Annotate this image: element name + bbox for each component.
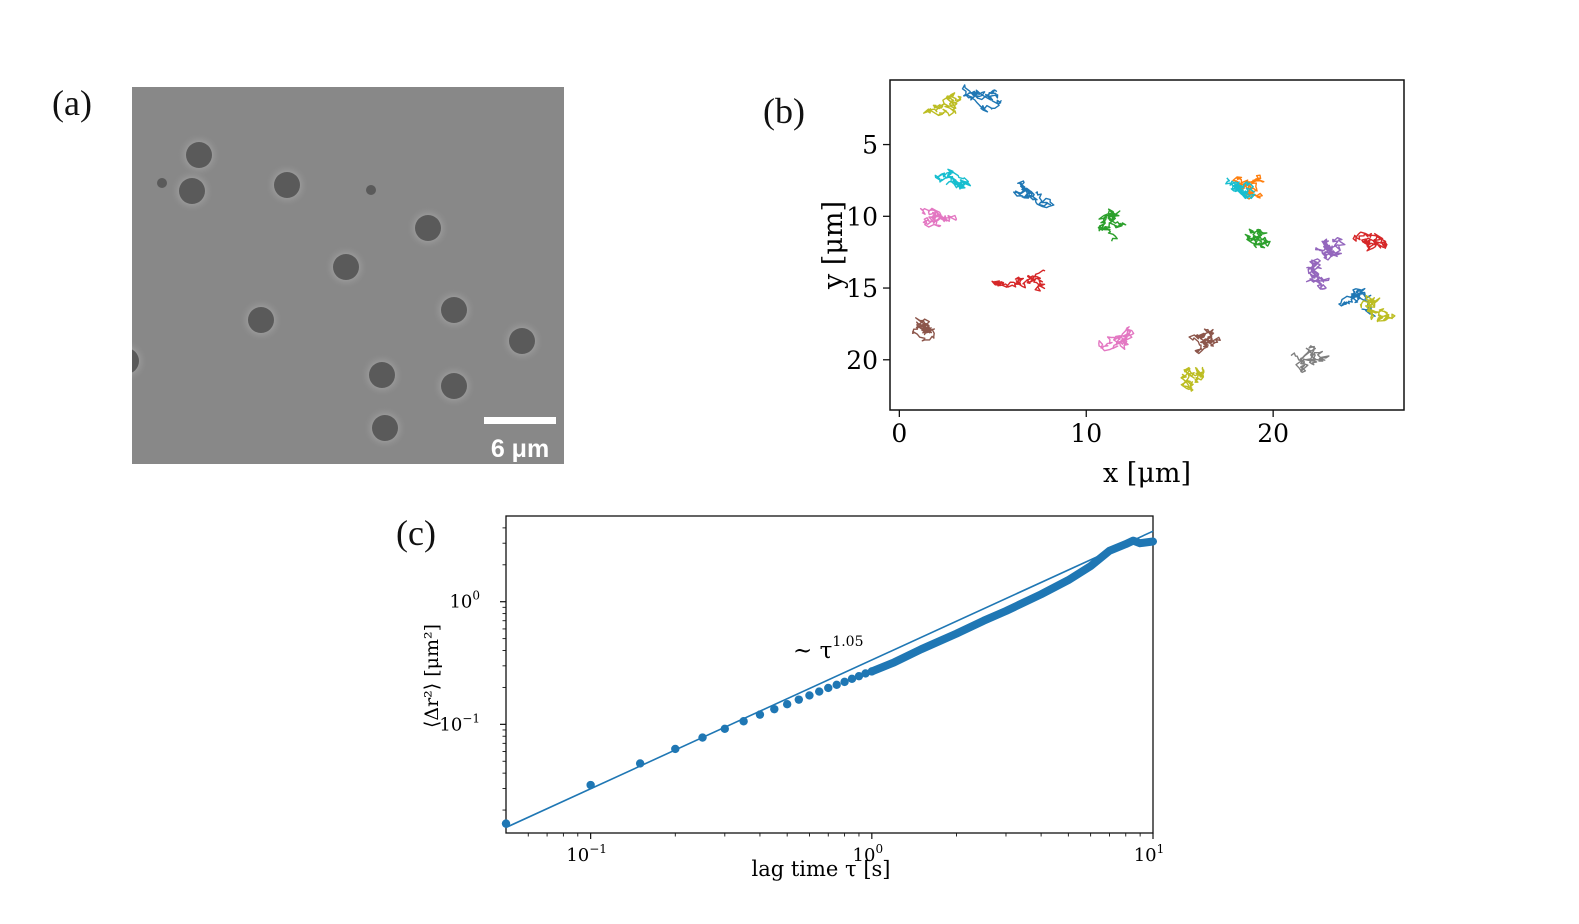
y-tick-label: 5 bbox=[862, 131, 878, 160]
particle-layer bbox=[132, 133, 544, 450]
particle-small bbox=[366, 185, 376, 195]
trajectory-track bbox=[1098, 326, 1135, 352]
msd-data-point bbox=[671, 744, 680, 754]
msd-data-point bbox=[770, 704, 779, 714]
power-law-fit-line bbox=[505, 530, 1154, 829]
msd-data-point bbox=[805, 691, 814, 700]
particle bbox=[274, 172, 300, 198]
msd-data-point bbox=[782, 699, 792, 709]
x-axis-label: lag time τ [s] bbox=[752, 857, 891, 881]
track-layer bbox=[911, 84, 1396, 392]
msd-data-point bbox=[815, 687, 824, 696]
msd-data-point bbox=[720, 724, 729, 733]
x-tick-label: 101 bbox=[1134, 842, 1165, 866]
particle bbox=[415, 215, 441, 241]
trajectory-track bbox=[919, 207, 958, 228]
fit-annotation: ~ τ1.05 bbox=[793, 634, 863, 664]
msd-data-point bbox=[832, 680, 841, 690]
y-tick-label: 10−1 bbox=[439, 711, 480, 735]
particle bbox=[333, 254, 359, 280]
msd-data-point bbox=[824, 683, 833, 693]
particle bbox=[179, 178, 205, 204]
y-tick-label: 15 bbox=[846, 274, 878, 303]
plot-frame bbox=[505, 515, 1154, 834]
axes-layer: 0 10 20 5 10 15 20 bbox=[846, 131, 1289, 448]
trajectory-track bbox=[1315, 237, 1346, 261]
trajectory-track bbox=[1225, 177, 1256, 200]
trajectory-track bbox=[1097, 208, 1127, 242]
msd-data-point bbox=[847, 674, 857, 684]
y-axis-label: ⟨Δr²⟩ [μm²] bbox=[421, 624, 443, 728]
x-tick-label: 0 bbox=[891, 419, 907, 448]
trajectory-track bbox=[961, 84, 1002, 113]
particle bbox=[441, 297, 467, 323]
x-tick-label: 10−1 bbox=[566, 842, 607, 866]
trajectory-track bbox=[1352, 231, 1388, 252]
particle bbox=[369, 362, 395, 388]
y-tick-label: 20 bbox=[846, 346, 878, 375]
particle bbox=[132, 349, 139, 373]
msd-data-point bbox=[698, 733, 707, 742]
trajectory-track bbox=[991, 269, 1046, 292]
particle bbox=[372, 415, 398, 441]
panel-label-c: (c) bbox=[396, 513, 436, 553]
y-tick-label: 100 bbox=[449, 589, 480, 613]
scale-bar bbox=[484, 417, 556, 424]
x-tick-label: 20 bbox=[1257, 419, 1289, 448]
trajectory-track bbox=[1188, 328, 1221, 355]
trajectory-track bbox=[911, 317, 935, 342]
particle-halo bbox=[132, 339, 148, 383]
msd-data-point bbox=[586, 780, 595, 790]
trajectory-track bbox=[1013, 180, 1055, 209]
msd-data-point bbox=[739, 717, 748, 726]
scale-bar-label: 6 μm bbox=[491, 435, 549, 463]
trajectory-track bbox=[923, 92, 962, 117]
trajectory-track bbox=[1359, 294, 1396, 323]
trajectory-track bbox=[934, 168, 972, 190]
trajectory-track bbox=[1290, 345, 1330, 374]
particle bbox=[248, 307, 274, 333]
x-tick-label: 10 bbox=[1070, 419, 1102, 448]
msd-data-point bbox=[854, 671, 864, 681]
trajectory-chart: 0 10 20 5 10 15 20 x [μm] y [μm] bbox=[818, 79, 1405, 489]
msd-data-point bbox=[840, 677, 849, 687]
y-tick-label: 10 bbox=[846, 202, 878, 231]
series-layer bbox=[501, 530, 1157, 829]
trajectory-track bbox=[1244, 228, 1271, 249]
particle-small bbox=[157, 178, 167, 188]
msd-data-point bbox=[794, 695, 804, 704]
panel-label-a: (a) bbox=[52, 83, 92, 123]
panel-label-b: (b) bbox=[763, 91, 805, 131]
y-axis-label: y [μm] bbox=[818, 201, 849, 290]
particle bbox=[186, 142, 212, 168]
msd-data-point bbox=[755, 710, 765, 719]
msd-data-point bbox=[501, 819, 511, 828]
particle bbox=[441, 373, 467, 399]
microscopy-image: 6 μm bbox=[132, 87, 564, 464]
msd-data-point bbox=[635, 759, 645, 768]
particle bbox=[509, 328, 535, 354]
msd-data-band bbox=[867, 536, 1157, 676]
trajectory-track bbox=[1180, 366, 1205, 392]
trajectory-track bbox=[1305, 258, 1330, 290]
x-axis-label: x [μm] bbox=[1103, 458, 1191, 489]
